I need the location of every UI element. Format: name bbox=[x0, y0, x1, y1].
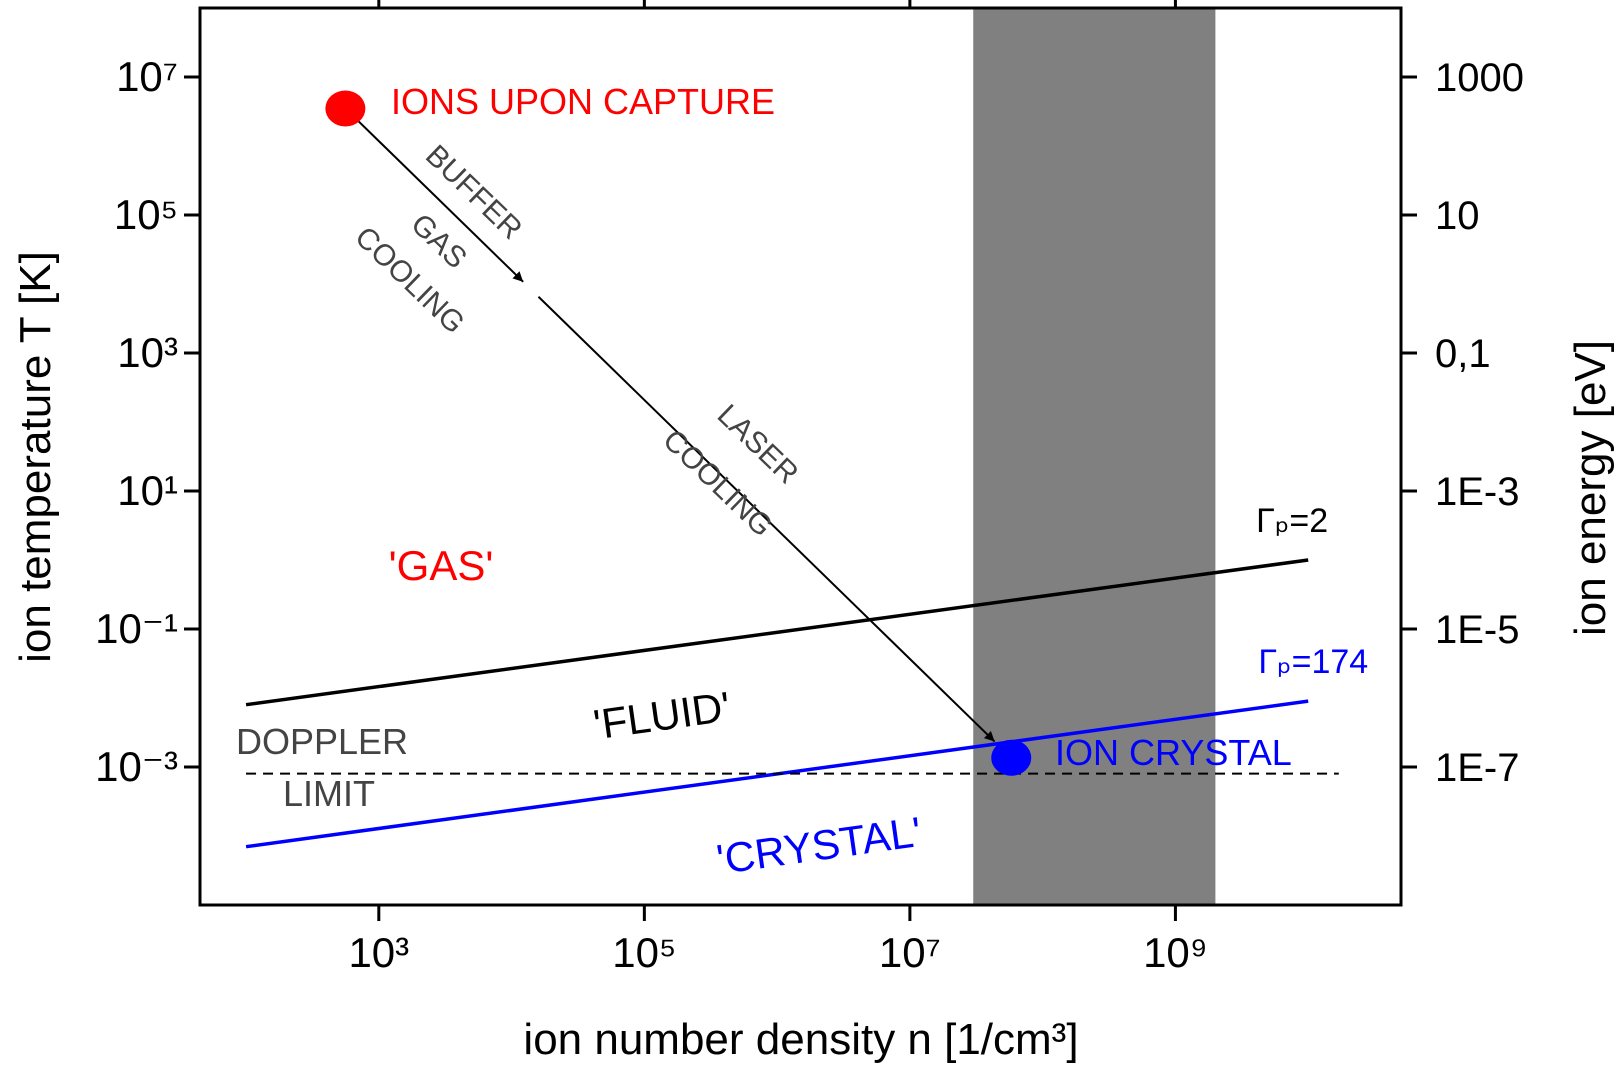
y-tick-label: 10⁻³ bbox=[95, 743, 178, 790]
cooling-arrow bbox=[344, 107, 524, 283]
doppler-label: DOPPLER bbox=[236, 721, 408, 762]
y2-tick-label: 10 bbox=[1435, 194, 1480, 238]
plot-area: 10³ 10⁵ 10⁷ 10⁹ 10⁻³ 10⁻¹ 10¹ 10³ 10⁵ 10⁷ 1E-7 1E-5… bbox=[95, 0, 1524, 976]
y-tick-label: 10¹ bbox=[117, 467, 178, 514]
x-axis-label: ion number density n [1/cm³] bbox=[523, 1015, 1078, 1064]
y-tick-label: 10⁻¹ bbox=[95, 605, 178, 652]
doppler-label: LIMIT bbox=[283, 773, 375, 814]
x-tick-label: 10⁷ bbox=[879, 929, 941, 976]
y2-tick-label: 0,1 bbox=[1435, 332, 1491, 376]
x-tick-label: 10⁵ bbox=[612, 929, 676, 976]
y-axis-label: ion temperature T [K] bbox=[11, 251, 60, 663]
cooling-arrow bbox=[537, 296, 996, 743]
y-tick-label: 10⁵ bbox=[114, 191, 178, 238]
y2-axis-label: ion energy [eV] bbox=[1566, 340, 1615, 636]
region-label: 'FLUID' bbox=[591, 683, 734, 749]
point bbox=[325, 90, 366, 127]
region-label: 'CRYSTAL' bbox=[714, 808, 924, 883]
series-line bbox=[245, 558, 1309, 707]
y2-tick-label: 1E-7 bbox=[1435, 746, 1520, 790]
y-tick-label: 10³ bbox=[117, 329, 178, 376]
point bbox=[991, 739, 1032, 776]
region-label: 'GAS' bbox=[389, 542, 494, 589]
series-label: Γₚ=2 bbox=[1256, 502, 1328, 540]
y2-tick-label: 1E-3 bbox=[1435, 470, 1520, 514]
series-label: Γₚ=174 bbox=[1258, 643, 1368, 681]
x-tick-label: 10³ bbox=[348, 929, 409, 976]
y-tick-label: 10⁷ bbox=[116, 53, 178, 100]
y2-tick-label: 1E-5 bbox=[1435, 608, 1520, 652]
x-tick-label: 10⁹ bbox=[1143, 929, 1208, 976]
point-label: ION CRYSTAL bbox=[1055, 732, 1292, 773]
y2-tick-label: 1000 bbox=[1435, 56, 1524, 100]
point-label: IONS UPON CAPTURE bbox=[391, 81, 775, 122]
plot-frame bbox=[198, 6, 1403, 907]
